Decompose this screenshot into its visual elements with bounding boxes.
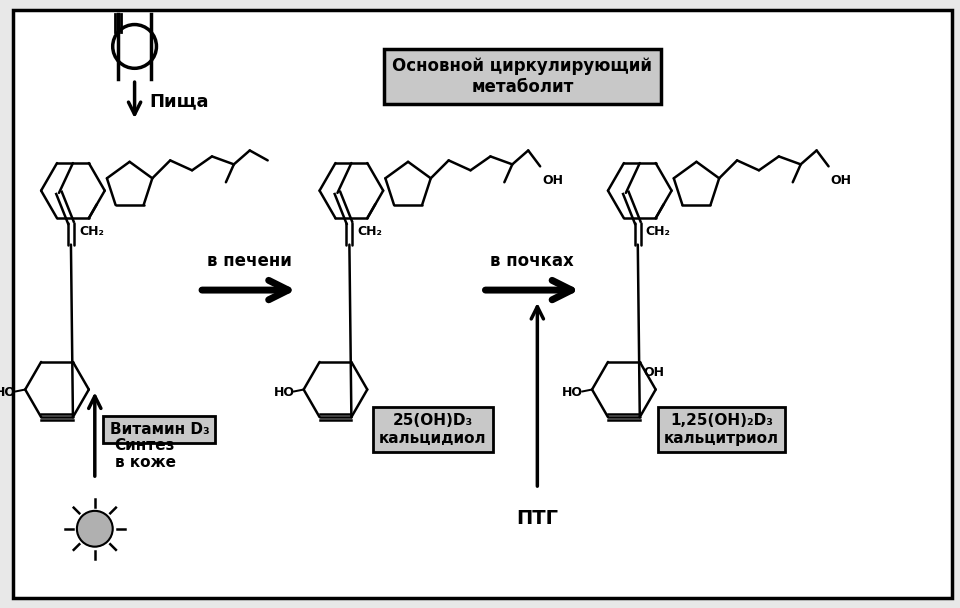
- Text: OH: OH: [644, 366, 664, 379]
- Text: Основной циркулирующий
метаболит: Основной циркулирующий метаболит: [393, 57, 653, 95]
- Text: 25(OH)D₃
кальцидиол: 25(OH)D₃ кальцидиол: [379, 413, 487, 446]
- Text: 1,25(OH)₂D₃
кальцитриол: 1,25(OH)₂D₃ кальцитриол: [663, 413, 779, 446]
- Text: CH₂: CH₂: [646, 225, 671, 238]
- Text: HO: HO: [274, 386, 295, 399]
- Circle shape: [77, 511, 112, 547]
- Text: HO: HO: [0, 386, 16, 399]
- Text: Синтез
в коже: Синтез в коже: [114, 438, 176, 471]
- Text: Пища: Пища: [150, 92, 209, 110]
- Text: OH: OH: [542, 174, 564, 187]
- Text: OH: OH: [830, 174, 852, 187]
- Circle shape: [112, 24, 156, 68]
- Text: HO: HO: [563, 386, 584, 399]
- Text: в печени: в печени: [206, 252, 292, 270]
- Text: ПТГ: ПТГ: [516, 509, 559, 528]
- Text: CH₂: CH₂: [357, 225, 382, 238]
- Text: в почках: в почках: [491, 252, 574, 270]
- Text: Витамин D₃: Витамин D₃: [109, 422, 209, 437]
- Text: CH₂: CH₂: [79, 225, 104, 238]
